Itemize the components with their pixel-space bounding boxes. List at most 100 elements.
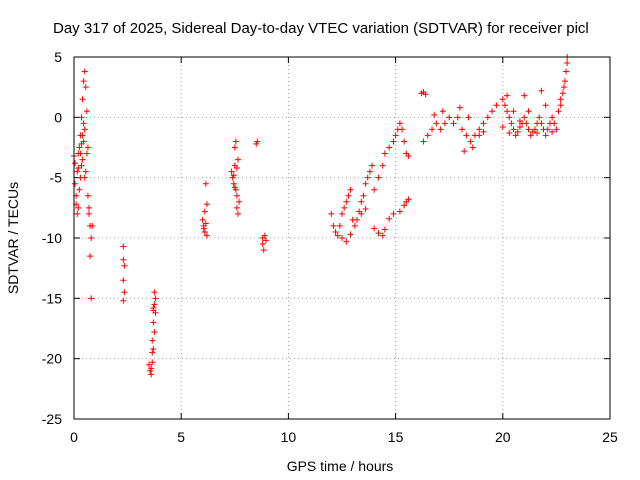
data-point bbox=[469, 144, 476, 151]
data-point bbox=[83, 108, 90, 115]
data-point bbox=[501, 102, 508, 109]
data-point bbox=[508, 120, 515, 127]
data-point bbox=[390, 210, 397, 217]
data-point bbox=[149, 359, 156, 366]
data-point bbox=[78, 162, 85, 169]
data-point bbox=[559, 90, 566, 97]
data-point bbox=[366, 168, 373, 175]
data-point bbox=[465, 114, 472, 121]
data-point bbox=[148, 371, 155, 378]
data-point bbox=[523, 120, 530, 127]
data-point bbox=[199, 216, 206, 223]
data-point bbox=[86, 204, 93, 211]
data-point bbox=[81, 174, 88, 181]
data-point bbox=[392, 132, 399, 139]
data-point bbox=[499, 96, 506, 103]
data-point bbox=[201, 228, 208, 235]
data-point bbox=[233, 204, 240, 211]
data-point bbox=[364, 174, 371, 181]
data-point bbox=[510, 108, 517, 115]
x-tick-label: 10 bbox=[281, 429, 297, 445]
y-tick-label: -5 bbox=[50, 170, 63, 186]
data-point bbox=[148, 365, 155, 372]
data-point bbox=[336, 222, 343, 229]
data-point bbox=[75, 204, 82, 211]
data-point bbox=[538, 87, 545, 94]
data-point bbox=[375, 174, 382, 181]
data-point bbox=[510, 126, 517, 133]
data-point bbox=[76, 144, 83, 151]
data-point bbox=[551, 120, 558, 127]
y-tick-label: -10 bbox=[42, 230, 62, 246]
data-point bbox=[563, 68, 570, 75]
data-point bbox=[79, 156, 86, 163]
data-point bbox=[381, 226, 388, 233]
data-point bbox=[544, 126, 551, 133]
y-tick-label: 5 bbox=[54, 49, 62, 65]
data-point bbox=[200, 225, 207, 232]
data-point bbox=[456, 104, 463, 111]
data-point bbox=[84, 144, 91, 151]
y-tick-label: -15 bbox=[42, 290, 62, 306]
data-point bbox=[233, 192, 240, 199]
data-point bbox=[120, 277, 127, 284]
data-point bbox=[146, 361, 153, 368]
data-point bbox=[343, 238, 350, 245]
data-point bbox=[81, 68, 88, 75]
data-point bbox=[121, 289, 128, 296]
data-point bbox=[339, 235, 345, 241]
data-point bbox=[525, 108, 532, 115]
data-point bbox=[459, 126, 466, 133]
data-point bbox=[536, 114, 543, 121]
data-point bbox=[557, 102, 564, 109]
data-point bbox=[379, 232, 386, 239]
data-point bbox=[516, 123, 523, 130]
data-point bbox=[480, 128, 487, 135]
data-point bbox=[369, 162, 376, 169]
data-point bbox=[203, 232, 210, 239]
data-point bbox=[555, 108, 562, 115]
data-point bbox=[82, 84, 89, 91]
data-point bbox=[262, 237, 269, 244]
data-point bbox=[401, 138, 408, 145]
data-point bbox=[78, 140, 85, 147]
data-point bbox=[75, 165, 82, 172]
data-point bbox=[81, 126, 88, 133]
data-point bbox=[484, 114, 491, 121]
data-point bbox=[82, 168, 89, 175]
data-point bbox=[339, 210, 345, 217]
data-point bbox=[493, 102, 500, 109]
data-point bbox=[531, 126, 538, 133]
data-point bbox=[334, 232, 341, 239]
data-point bbox=[74, 210, 81, 217]
data-point bbox=[79, 96, 86, 103]
data-point bbox=[202, 180, 209, 187]
data-point bbox=[83, 150, 90, 157]
data-point bbox=[360, 192, 367, 199]
data-point bbox=[424, 132, 431, 139]
data-point bbox=[74, 168, 81, 175]
data-point bbox=[521, 114, 528, 121]
data-point bbox=[201, 208, 208, 215]
data-point bbox=[231, 184, 238, 191]
data-point bbox=[358, 210, 365, 217]
x-tick-label: 20 bbox=[495, 429, 511, 445]
data-point bbox=[527, 132, 534, 139]
data-point bbox=[330, 222, 337, 229]
data-point bbox=[84, 192, 91, 199]
data-point bbox=[476, 132, 483, 139]
data-point bbox=[362, 180, 369, 187]
data-point bbox=[437, 126, 444, 133]
data-point bbox=[260, 247, 267, 254]
data-point bbox=[431, 111, 438, 118]
data-point bbox=[77, 150, 84, 157]
axis-ticks: 0 5 10 15 20 25 -25 -20 -15 -10 -5 0 5 bbox=[42, 49, 618, 445]
data-point bbox=[564, 60, 571, 67]
data-point bbox=[362, 206, 369, 213]
data-point bbox=[396, 208, 403, 215]
data-point bbox=[561, 78, 568, 85]
data-point bbox=[230, 180, 237, 187]
data-point bbox=[390, 138, 397, 145]
data-point bbox=[88, 295, 95, 302]
data-point bbox=[433, 120, 440, 127]
